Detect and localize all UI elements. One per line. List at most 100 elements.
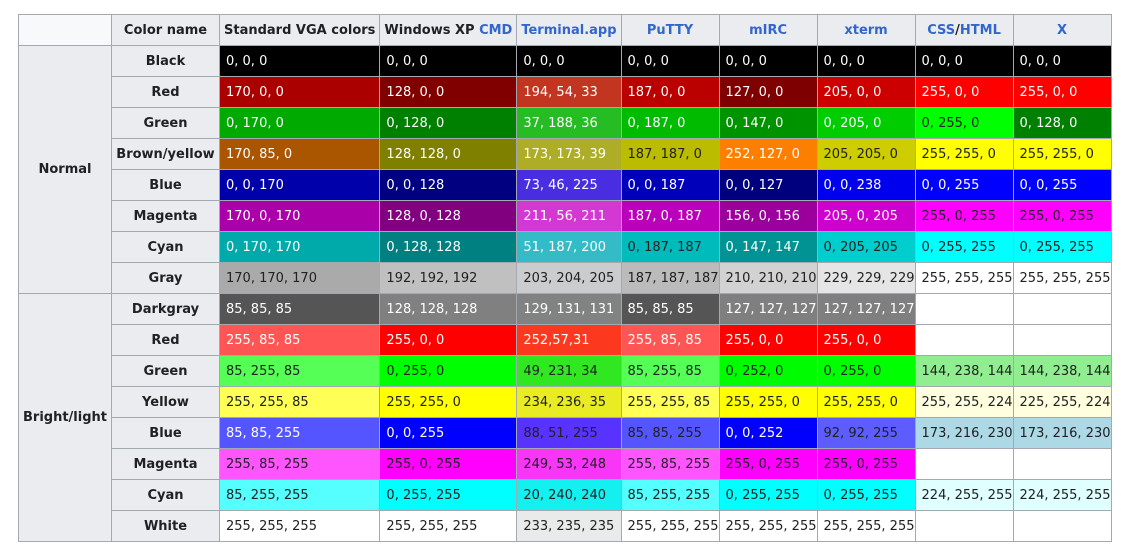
color-name-cell: Magenta	[111, 200, 220, 232]
color-swatch-cell: 255, 0, 255	[816, 448, 916, 480]
color-swatch-cell: 255, 255, 255	[718, 510, 818, 542]
color-name-cell: Darkgray	[111, 293, 220, 325]
color-swatch-cell: 20, 240, 240	[516, 479, 622, 511]
color-swatch-cell: 255, 0, 0	[718, 324, 818, 356]
color-swatch-cell: 173, 216, 230	[1012, 417, 1112, 449]
table-row: Blue 0, 0, 170 0, 0, 128 73, 46, 225 0, 0, 1…	[19, 169, 1112, 201]
color-swatch-cell: 187, 187, 187	[620, 262, 720, 294]
corner-cell	[18, 14, 112, 46]
color-table: Color name Standard VGA colors Windows XP…	[18, 14, 1112, 542]
color-swatch-cell: 0, 128, 0	[379, 107, 518, 139]
color-name-cell: Green	[111, 107, 220, 139]
color-name-cell: Red	[111, 324, 220, 356]
color-swatch-cell: 255, 255, 0	[816, 386, 916, 418]
column-header-link-winxp[interactable]: CMD	[479, 22, 513, 38]
color-swatch-cell: 255, 85, 255	[218, 448, 381, 480]
color-swatch-cell	[1012, 293, 1112, 325]
color-swatch-cell: 233, 235, 235	[516, 510, 622, 542]
color-swatch-cell: 0, 0, 170	[218, 169, 381, 201]
color-swatch-cell: 0, 0, 255	[1012, 169, 1112, 201]
column-header-link-mirc[interactable]: mIRC	[749, 22, 787, 38]
color-swatch-cell	[1012, 324, 1112, 356]
color-swatch-cell: 0, 170, 170	[218, 231, 381, 263]
color-swatch-cell: 128, 0, 0	[379, 76, 518, 108]
color-swatch-cell: 144, 238, 144	[914, 355, 1014, 387]
group-label: Normal	[18, 45, 112, 294]
color-swatch-cell: 0, 0, 0	[516, 45, 622, 77]
color-swatch-cell: 255, 0, 255	[379, 448, 518, 480]
color-name-cell: Cyan	[111, 479, 220, 511]
group-label: Bright/light	[18, 293, 112, 542]
table-row: Brown/yellow 170, 85, 0 128, 128, 0 173, 17…	[19, 138, 1112, 170]
color-swatch-cell	[914, 448, 1014, 480]
color-swatch-cell	[914, 324, 1014, 356]
color-swatch-cell: 229, 229, 229	[816, 262, 916, 294]
color-swatch-cell: 173, 173, 39	[516, 138, 622, 170]
color-swatch-cell: 0, 0, 0	[379, 45, 518, 77]
color-swatch-cell: 187, 0, 0	[620, 76, 720, 108]
color-swatch-cell: 85, 255, 85	[620, 355, 720, 387]
color-swatch-cell: 0, 187, 187	[620, 231, 720, 263]
color-swatch-cell: 255, 0, 0	[816, 324, 916, 356]
color-swatch-cell: 0, 170, 0	[218, 107, 381, 139]
column-header-link-css[interactable]: CSS	[927, 22, 956, 38]
column-header-winxp: Windows XP CMD	[379, 14, 518, 46]
column-header-link-terminal[interactable]: Terminal.app	[521, 22, 617, 38]
column-header-mirc: mIRC	[718, 14, 818, 46]
color-swatch-cell: 49, 231, 34	[516, 355, 622, 387]
color-swatch-cell: 252,57,31	[516, 324, 622, 356]
color-swatch-cell: 0, 0, 0	[816, 45, 916, 77]
table-row: Green 0, 170, 0 0, 128, 0 37, 188, 36 0, 187…	[19, 107, 1112, 139]
color-swatch-cell: 255, 255, 255	[914, 262, 1014, 294]
color-swatch-cell: 252, 127, 0	[718, 138, 818, 170]
color-swatch-cell: 0, 0, 0	[718, 45, 818, 77]
color-swatch-cell: 255, 85, 85	[218, 324, 381, 356]
color-swatch-cell: 85, 255, 255	[620, 479, 720, 511]
color-swatch-cell: 0, 255, 255	[379, 479, 518, 511]
color-swatch-cell: 0, 0, 255	[914, 169, 1014, 201]
color-swatch-cell: 92, 92, 255	[816, 417, 916, 449]
table-row: Gray 170, 170, 170 192, 192, 192 203, 204, …	[19, 262, 1112, 294]
color-swatch-cell: 0, 255, 255	[1012, 231, 1112, 263]
color-swatch-cell: 0, 255, 0	[914, 107, 1014, 139]
color-swatch-cell: 0, 205, 205	[816, 231, 916, 263]
color-swatch-cell: 255, 255, 255	[1012, 262, 1112, 294]
color-swatch-cell: 203, 204, 205	[516, 262, 622, 294]
color-swatch-cell: 255, 255, 85	[218, 386, 381, 418]
color-swatch-cell: 85, 255, 85	[218, 355, 381, 387]
column-header-terminal: Terminal.app	[516, 14, 622, 46]
color-swatch-cell	[1012, 510, 1112, 542]
color-swatch-cell: 255, 0, 255	[914, 200, 1014, 232]
column-header-link-putty[interactable]: PuTTY	[646, 22, 694, 38]
color-swatch-cell: 0, 0, 0	[218, 45, 381, 77]
table-row: Cyan 85, 255, 255 0, 255, 255 20, 240, 240 8…	[19, 479, 1112, 511]
color-swatch-cell: 205, 0, 0	[816, 76, 916, 108]
table-row: Red 170, 0, 0 128, 0, 0 194, 54, 33 187, 0, …	[19, 76, 1112, 108]
color-name-cell: Brown/yellow	[111, 138, 220, 170]
color-swatch-cell: 0, 0, 252	[718, 417, 818, 449]
color-swatch-cell: 0, 255, 0	[379, 355, 518, 387]
color-swatch-cell: 127, 127, 127	[816, 293, 916, 325]
table-row: Green 85, 255, 85 0, 255, 0 49, 231, 34 85, …	[19, 355, 1112, 387]
color-swatch-cell: 0, 255, 0	[816, 355, 916, 387]
column-header-link-x[interactable]: X	[1057, 22, 1068, 38]
color-swatch-cell: 0, 205, 0	[816, 107, 916, 139]
color-swatch-cell: 0, 0, 0	[914, 45, 1014, 77]
column-header-link-xterm[interactable]: xterm	[844, 22, 888, 38]
color-name-cell: Yellow	[111, 386, 220, 418]
color-swatch-cell: 128, 128, 128	[379, 293, 518, 325]
color-swatch-cell: 129, 131, 131	[516, 293, 622, 325]
color-swatch-cell: 255, 255, 0	[1012, 138, 1112, 170]
color-swatch-cell: 0, 255, 255	[914, 231, 1014, 263]
color-swatch-cell: 255, 0, 255	[1012, 200, 1112, 232]
column-header-css: CSS/HTML	[914, 14, 1014, 46]
color-swatch-cell: 173, 216, 230	[914, 417, 1014, 449]
color-swatch-cell: 0, 128, 128	[379, 231, 518, 263]
color-name-cell: Gray	[111, 262, 220, 294]
color-swatch-cell: 234, 236, 35	[516, 386, 622, 418]
color-name-cell: Green	[111, 355, 220, 387]
color-swatch-cell: 85, 85, 85	[620, 293, 720, 325]
color-name-cell: Black	[111, 45, 220, 77]
column-header-link-css-2[interactable]: HTML	[959, 22, 1001, 38]
